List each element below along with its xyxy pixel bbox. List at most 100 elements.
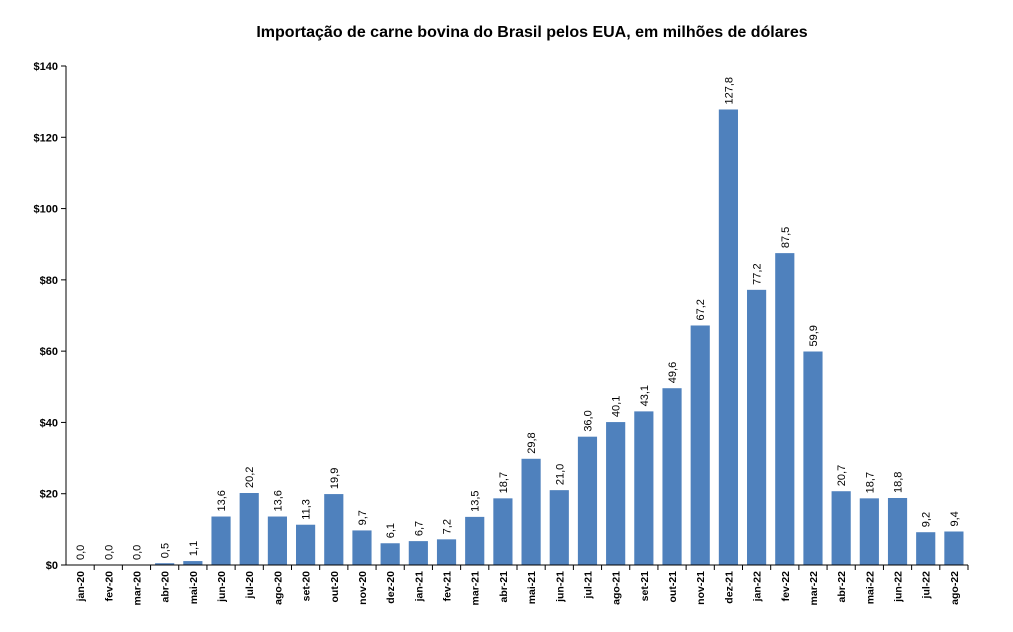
data-label: 11,3: [301, 499, 313, 520]
x-tick-label: fev-22: [780, 571, 792, 602]
data-label: 13,6: [272, 490, 284, 511]
data-label: 20,2: [244, 467, 256, 488]
x-tick-label: nov-20: [357, 571, 369, 605]
x-tick-label: ago-22: [949, 571, 961, 605]
y-tick-label: $60: [40, 346, 58, 358]
bar-ago-20: [267, 516, 287, 565]
data-label: 0,0: [131, 545, 143, 560]
data-label: 127,8: [723, 77, 735, 105]
x-tick-label: out-20: [329, 571, 341, 603]
y-tick-label: $20: [40, 489, 58, 501]
x-tick-label: fev-21: [442, 571, 454, 602]
bar-abr-22: [831, 491, 851, 565]
y-tick-label: $100: [34, 204, 58, 216]
data-label: 18,8: [893, 472, 905, 493]
y-tick-label: $40: [40, 417, 58, 429]
x-tick-label: jul-21: [582, 571, 594, 600]
bars: [155, 109, 964, 565]
data-label: 49,6: [667, 362, 679, 383]
data-label: 21,0: [554, 464, 566, 485]
bar-jun-21: [549, 490, 569, 565]
data-label: 18,7: [864, 472, 876, 493]
x-tick-label: out-21: [667, 571, 679, 603]
bar-set-20: [296, 524, 316, 565]
data-label: 6,1: [385, 523, 397, 538]
data-label: 40,1: [611, 396, 623, 417]
bar-nov-20: [352, 530, 372, 565]
bar-out-20: [324, 494, 344, 565]
data-label: 67,2: [695, 299, 707, 320]
x-tick-label: jan-21: [413, 571, 425, 603]
data-label: 9,2: [921, 512, 933, 527]
bar-mai-22: [859, 498, 879, 565]
bar-jul-21: [577, 436, 598, 565]
x-axis-ticks: jan-20 fev-20 mar-20 abr-20 mai-20 jun-20 jul-…: [75, 565, 969, 606]
bar-fev-22: [775, 253, 795, 565]
x-tick-label: set-21: [639, 571, 651, 602]
data-label: 29,8: [526, 432, 538, 453]
x-tick-label: jul-22: [921, 571, 933, 600]
data-labels: 0,0 0,0 0,0 0,5 1,1 13,6 20,2 13,6 11,3 19,9 9,7 6,…: [75, 77, 961, 560]
data-label: 36,0: [582, 410, 594, 431]
bar-out-21: [662, 388, 682, 565]
x-tick-label: mai-22: [864, 571, 876, 604]
data-label: 19,9: [329, 468, 341, 489]
x-tick-label: mai-20: [188, 571, 200, 604]
bar-fev-21: [436, 539, 457, 565]
data-label: 20,7: [836, 465, 848, 486]
data-label: 0,0: [103, 545, 115, 560]
bar-mar-21: [465, 516, 485, 565]
data-label: 13,5: [470, 490, 482, 511]
x-tick-label: ago-21: [611, 571, 623, 605]
bar-jul-22: [916, 532, 936, 565]
bar-set-21: [634, 411, 654, 565]
data-label: 77,2: [752, 263, 764, 284]
bar-dez-21: [718, 109, 738, 565]
bar-jun-20: [211, 516, 231, 565]
bar-ago-22: [944, 531, 964, 565]
data-label: 6,7: [413, 521, 425, 536]
x-tick-label: set-20: [301, 571, 313, 602]
y-axis-ticks: $0 $20 $40 $60 $80 $100 $120 $140: [34, 61, 66, 572]
data-label: 0,0: [75, 545, 87, 560]
bar-jun-22: [887, 497, 908, 565]
bar-ago-21: [606, 422, 626, 565]
x-tick-label: jul-20: [244, 571, 256, 600]
data-label: 0,5: [160, 543, 172, 558]
bar-mai-20: [183, 561, 203, 565]
x-tick-label: jun-22: [893, 571, 905, 603]
data-label: 7,2: [442, 519, 454, 534]
bar-abr-20: [155, 563, 175, 565]
bar-nov-21: [690, 325, 710, 565]
x-tick-label: ago-20: [272, 571, 284, 605]
data-label: 9,4: [949, 511, 961, 526]
bar-dez-20: [380, 543, 400, 565]
x-tick-label: mar-21: [470, 571, 482, 606]
bar-jan-22: [747, 289, 767, 565]
bar-jul-20: [239, 493, 259, 565]
y-tick-label: $120: [34, 132, 58, 144]
y-tick-label: $140: [34, 61, 58, 73]
x-tick-label: abr-22: [836, 571, 848, 603]
bar-abr-21: [493, 498, 513, 565]
x-tick-label: mai-21: [526, 571, 538, 604]
y-tick-label: $0: [46, 560, 58, 572]
x-tick-label: dez-21: [723, 571, 735, 604]
chart-title: Importação de carne bovina do Brasil pel…: [256, 24, 807, 41]
data-label: 87,5: [780, 227, 792, 248]
y-tick-label: $80: [40, 275, 58, 287]
x-tick-label: mar-20: [131, 571, 143, 606]
data-label: 59,9: [808, 325, 820, 346]
data-label: 1,1: [188, 541, 200, 556]
x-tick-label: dez-20: [385, 571, 397, 604]
x-tick-label: fev-20: [103, 571, 115, 602]
data-label: 9,7: [357, 510, 369, 525]
bar-mar-22: [803, 351, 823, 565]
bar-jan-21: [408, 541, 428, 565]
x-tick-label: abr-21: [498, 571, 510, 603]
bar-mai-21: [521, 458, 541, 565]
x-tick-label: jan-20: [75, 571, 87, 603]
data-label: 13,6: [216, 490, 228, 511]
data-label: 43,1: [639, 385, 651, 406]
